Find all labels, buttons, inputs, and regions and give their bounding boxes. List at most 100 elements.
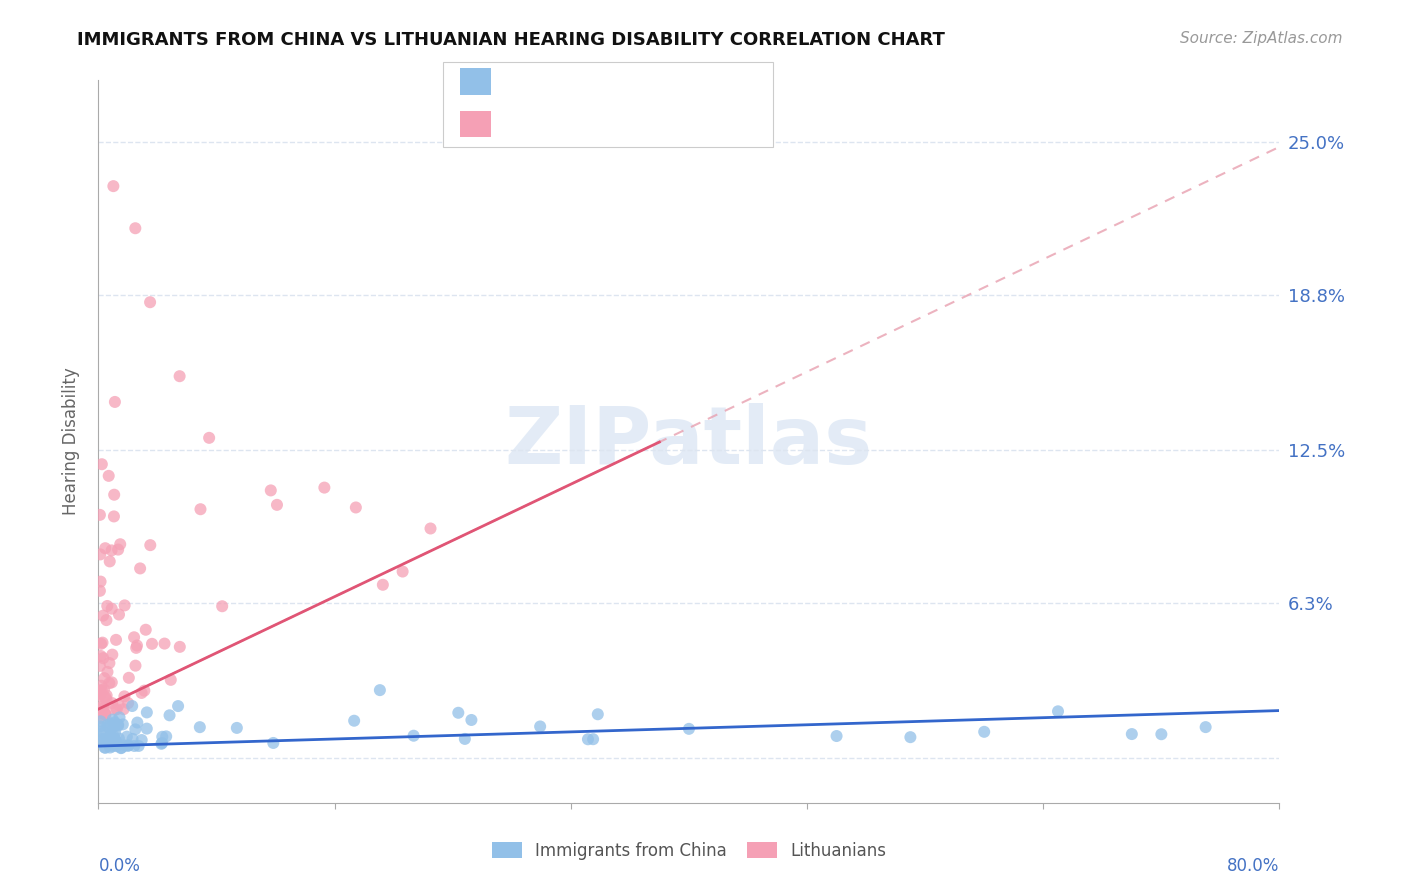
Point xyxy=(94,740,117,755)
Point xyxy=(447,706,470,720)
Point xyxy=(98,740,121,755)
Text: 80.0%: 80.0% xyxy=(1227,857,1279,875)
Point xyxy=(260,483,283,498)
Point xyxy=(153,637,176,651)
Point xyxy=(96,718,118,732)
Point xyxy=(104,395,127,409)
Point xyxy=(582,732,605,747)
Point xyxy=(108,731,131,746)
Point xyxy=(103,729,125,743)
Point xyxy=(107,542,129,557)
Point xyxy=(167,699,190,714)
Point xyxy=(100,543,122,558)
Point xyxy=(127,715,149,730)
Point xyxy=(90,683,112,698)
Point xyxy=(107,719,129,733)
Point xyxy=(91,699,114,714)
Point xyxy=(124,221,146,235)
Point xyxy=(94,732,117,747)
Text: N = 86: N = 86 xyxy=(610,115,678,133)
Point xyxy=(101,675,124,690)
Point xyxy=(900,730,922,744)
Point xyxy=(110,741,132,756)
Point xyxy=(91,651,114,665)
Point xyxy=(105,736,128,750)
Point xyxy=(114,739,136,753)
Point xyxy=(402,729,425,743)
Point xyxy=(93,740,115,755)
Point xyxy=(89,658,111,673)
Point xyxy=(368,683,391,698)
Point xyxy=(100,601,122,615)
Point xyxy=(96,665,118,679)
Point xyxy=(90,679,112,693)
Point xyxy=(129,561,152,575)
Point xyxy=(96,736,118,750)
Point xyxy=(93,682,115,697)
Point xyxy=(678,722,700,736)
Point xyxy=(105,739,128,753)
Point xyxy=(141,637,163,651)
Point xyxy=(973,724,995,739)
Point xyxy=(96,613,118,627)
Point xyxy=(89,725,111,739)
Point xyxy=(128,739,150,753)
Point xyxy=(1046,704,1070,718)
Point xyxy=(107,698,129,712)
Point xyxy=(91,635,114,649)
Point xyxy=(125,639,148,653)
Point xyxy=(103,719,125,733)
Point xyxy=(150,737,173,751)
Point xyxy=(100,728,122,742)
Point xyxy=(94,707,117,722)
Point xyxy=(122,630,145,644)
Point xyxy=(343,714,366,728)
Point xyxy=(101,738,124,752)
Point xyxy=(101,696,124,710)
Point xyxy=(117,739,139,753)
Point xyxy=(114,599,136,613)
Point xyxy=(97,468,120,483)
Point xyxy=(150,736,173,750)
Point xyxy=(108,607,131,622)
Point xyxy=(169,369,191,384)
Point xyxy=(101,648,124,662)
Point xyxy=(454,731,477,746)
Text: ZIPatlas: ZIPatlas xyxy=(505,402,873,481)
Point xyxy=(89,735,111,749)
Point xyxy=(159,708,181,723)
Point xyxy=(124,723,146,737)
Text: IMMIGRANTS FROM CHINA VS LITHUANIAN HEARING DISABILITY CORRELATION CHART: IMMIGRANTS FROM CHINA VS LITHUANIAN HEAR… xyxy=(77,31,945,49)
Point xyxy=(124,739,146,753)
Point xyxy=(135,706,157,720)
Point xyxy=(90,574,112,589)
Point xyxy=(90,637,112,651)
Point xyxy=(117,739,139,753)
Point xyxy=(103,732,125,747)
Point xyxy=(96,689,118,703)
Point xyxy=(111,717,134,731)
Point xyxy=(101,713,124,727)
Point xyxy=(139,295,162,310)
Text: Source: ZipAtlas.com: Source: ZipAtlas.com xyxy=(1180,31,1343,46)
Point xyxy=(103,509,125,524)
Point xyxy=(134,683,156,698)
Point xyxy=(89,711,111,725)
Point xyxy=(139,538,162,552)
Point xyxy=(91,701,114,715)
Text: R = 0.239: R = 0.239 xyxy=(505,73,595,91)
Point xyxy=(586,707,609,722)
Point xyxy=(225,721,247,735)
Point xyxy=(135,722,157,736)
Point xyxy=(135,623,157,637)
Point xyxy=(89,705,111,719)
Point xyxy=(1195,720,1218,734)
Point xyxy=(100,716,122,731)
Point xyxy=(1150,727,1173,741)
Point xyxy=(104,715,127,730)
Point xyxy=(107,717,129,731)
Point xyxy=(93,671,115,685)
Point xyxy=(159,673,181,687)
Point xyxy=(94,541,117,556)
Point xyxy=(125,640,148,655)
